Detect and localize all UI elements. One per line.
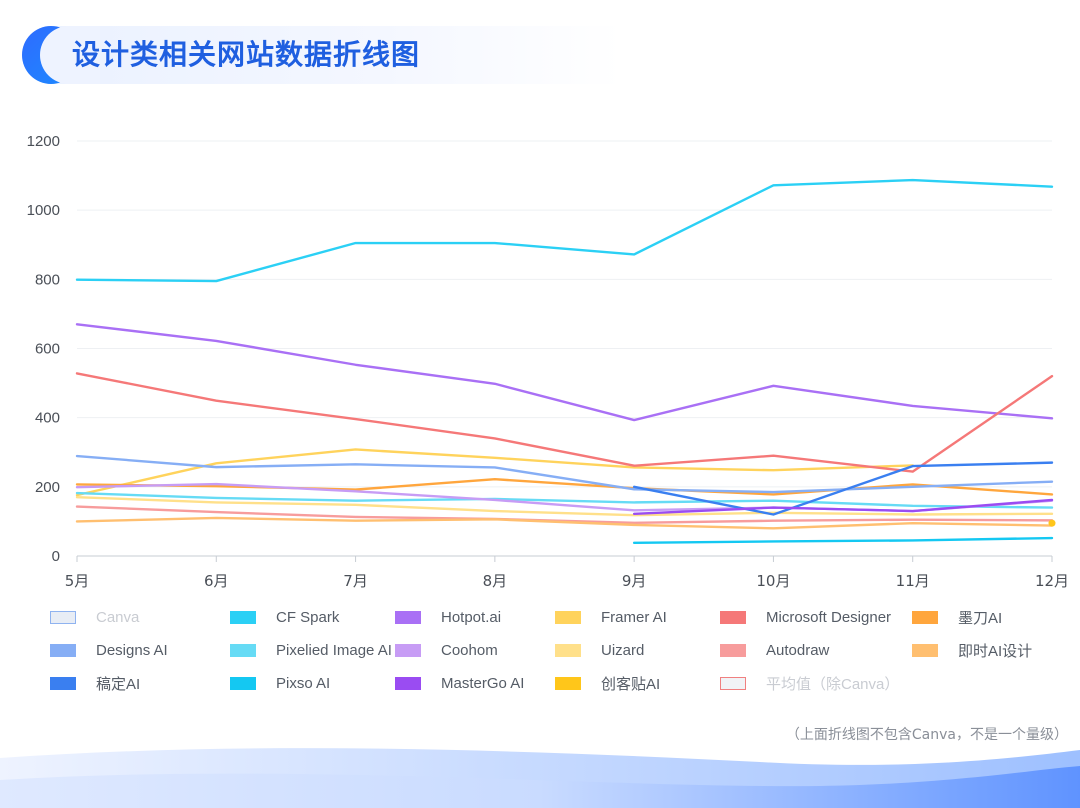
legend-swatch bbox=[50, 676, 76, 690]
legend-label: Autodraw bbox=[766, 641, 830, 659]
series-pixso-ai-line bbox=[632, 536, 1054, 545]
title-banner bbox=[22, 26, 622, 84]
y-tick-label: 800 bbox=[35, 271, 60, 288]
legend-item[interactable]: 平均值（除Canva） bbox=[720, 672, 912, 694]
series-cf-spark-line bbox=[75, 178, 1054, 283]
x-tick-label: 11月 bbox=[896, 572, 930, 590]
legend-swatch bbox=[230, 610, 256, 624]
legend-label: 平均值（除Canva） bbox=[766, 675, 900, 693]
legend-swatch bbox=[555, 610, 581, 624]
series-hotpot-ai-line bbox=[75, 323, 1054, 422]
legend-item[interactable]: Pixso AI bbox=[230, 672, 395, 694]
y-tick-label: 1200 bbox=[27, 133, 60, 150]
series-即时ai设计-line bbox=[75, 516, 1054, 530]
legend-item[interactable]: MasterGo AI bbox=[395, 672, 555, 694]
series-framer-ai-line bbox=[75, 448, 914, 497]
legend-swatch bbox=[720, 643, 746, 657]
chart-footnote: （上面折线图不包含Canva，不是一个量级） bbox=[785, 727, 1068, 743]
series-autodraw-line bbox=[75, 505, 1054, 524]
series-创客贴ai-point bbox=[1048, 519, 1056, 527]
legend-swatch bbox=[230, 676, 256, 690]
page-title: 设计类相关网站数据折线图 bbox=[72, 38, 421, 71]
legend-item[interactable]: Uizard bbox=[555, 639, 720, 661]
legend-label: Framer AI bbox=[601, 608, 667, 626]
legend-item[interactable]: 创客贴AI bbox=[555, 672, 720, 694]
legend-label: Designs AI bbox=[96, 641, 168, 659]
legend-label: 稿定AI bbox=[96, 675, 141, 693]
legend-label: Microsoft Designer bbox=[766, 608, 892, 626]
legend-swatch bbox=[395, 676, 421, 690]
legend-label: MasterGo AI bbox=[441, 674, 525, 692]
legend-label: 即时AI设计 bbox=[958, 642, 1033, 660]
chart-legend: Canva CF Spark Hotpot.ai Framer AI Microsoft… bbox=[50, 606, 1070, 694]
legend-label: Pixso AI bbox=[276, 674, 331, 692]
y-tick-label: 600 bbox=[35, 341, 60, 358]
legend-item[interactable]: Autodraw bbox=[720, 639, 912, 661]
legend-label: CF Spark bbox=[276, 608, 340, 626]
legend-swatch bbox=[720, 610, 746, 624]
title-accent-overlay bbox=[40, 26, 100, 84]
legend-label: Canva bbox=[96, 608, 140, 626]
x-tick-label: 9月 bbox=[622, 572, 647, 590]
legend-label: Hotpot.ai bbox=[441, 608, 502, 626]
line-chart: 0 200 400 600 800 1000 1200 5月 6月 7月 8月 9月 10月 11月 12月 bbox=[27, 133, 1069, 590]
legend-swatch bbox=[50, 643, 76, 657]
legend-swatch bbox=[720, 676, 746, 690]
legend-item[interactable]: Canva bbox=[50, 606, 230, 628]
legend-item[interactable]: 即时AI设计 bbox=[912, 639, 1052, 661]
legend-swatch bbox=[230, 643, 256, 657]
legend-swatch bbox=[912, 610, 938, 624]
series-microsoft-designer-line bbox=[75, 372, 1054, 473]
y-tick-label: 200 bbox=[35, 479, 60, 496]
series-mastergo-ai-line bbox=[632, 498, 1054, 516]
legend-item[interactable]: 稿定AI bbox=[50, 672, 230, 694]
legend-item[interactable]: Designs AI bbox=[50, 639, 230, 661]
series-designs-ai-line bbox=[75, 454, 1054, 494]
x-tick-label: 12月 bbox=[1035, 572, 1069, 590]
y-tick-label: 0 bbox=[52, 548, 60, 565]
x-tick-label: 7月 bbox=[343, 572, 368, 590]
x-tick-label: 6月 bbox=[204, 572, 229, 590]
x-tick-label: 10月 bbox=[756, 572, 790, 590]
legend-swatch bbox=[912, 643, 938, 657]
series-pixelied-image-ai-line bbox=[75, 491, 1054, 509]
legend-item[interactable]: Hotpot.ai bbox=[395, 606, 555, 628]
legend-label: Uizard bbox=[601, 641, 645, 659]
legend-swatch bbox=[555, 643, 581, 657]
x-tick-label: 5月 bbox=[65, 572, 90, 590]
legend-swatch bbox=[395, 643, 421, 657]
legend-swatch bbox=[50, 610, 76, 624]
y-tick-label: 1000 bbox=[27, 202, 60, 219]
series-墨刀ai-line bbox=[75, 478, 1054, 496]
y-tick-label: 400 bbox=[35, 410, 60, 427]
legend-item[interactable]: CF Spark bbox=[230, 606, 395, 628]
legend-item[interactable]: Framer AI bbox=[555, 606, 720, 628]
x-tick-label: 8月 bbox=[483, 572, 508, 590]
legend-item[interactable]: Pixelied Image AI bbox=[230, 639, 395, 661]
legend-swatch bbox=[395, 610, 421, 624]
legend-item[interactable]: Microsoft Designer bbox=[720, 606, 912, 628]
legend-item[interactable]: 墨刀AI bbox=[912, 606, 1052, 628]
decorative-wave bbox=[0, 748, 1080, 808]
legend-item[interactable]: Coohom bbox=[395, 639, 555, 661]
legend-label: Coohom bbox=[441, 641, 498, 659]
series-uizard-line bbox=[75, 496, 1054, 517]
legend-swatch bbox=[555, 676, 581, 690]
legend-label: 创客贴AI bbox=[601, 675, 661, 693]
series-稿定ai-line bbox=[632, 461, 1054, 516]
legend-label: Pixelied Image AI bbox=[276, 641, 392, 659]
legend-label: 墨刀AI bbox=[958, 609, 1003, 627]
